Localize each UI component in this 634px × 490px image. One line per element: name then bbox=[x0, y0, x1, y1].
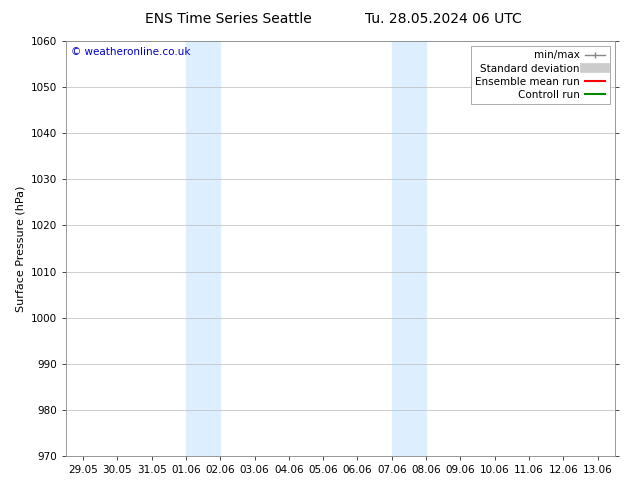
Y-axis label: Surface Pressure (hPa): Surface Pressure (hPa) bbox=[15, 185, 25, 312]
Bar bbox=[186, 41, 220, 456]
Text: Tu. 28.05.2024 06 UTC: Tu. 28.05.2024 06 UTC bbox=[365, 12, 522, 26]
Text: ENS Time Series Seattle: ENS Time Series Seattle bbox=[145, 12, 312, 26]
Legend: min/max, Standard deviation, Ensemble mean run, Controll run: min/max, Standard deviation, Ensemble me… bbox=[470, 46, 610, 104]
Text: © weatheronline.co.uk: © weatheronline.co.uk bbox=[71, 47, 191, 57]
Bar bbox=[392, 41, 426, 456]
